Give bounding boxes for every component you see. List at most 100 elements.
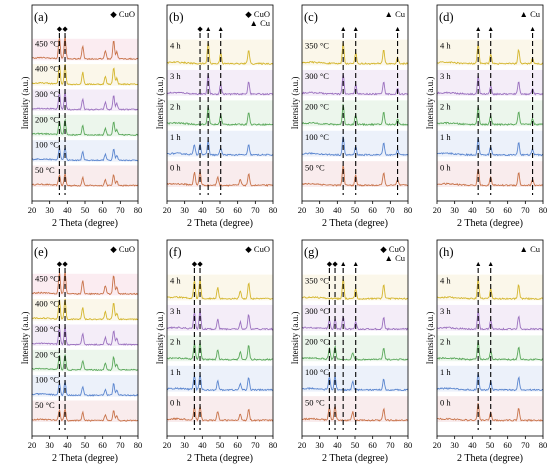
series-label: 200 °C xyxy=(305,101,329,111)
x-tick-label: 80 xyxy=(404,205,413,215)
xrd-trace xyxy=(301,344,408,361)
x-tick-label: 40 xyxy=(333,440,342,450)
series-label: 100 °C xyxy=(35,140,59,150)
trace-band xyxy=(167,274,273,301)
peak-marker: ▲ xyxy=(475,260,482,268)
series-label: 300 °C xyxy=(35,89,59,99)
xrd-trace xyxy=(166,169,274,187)
legend-entry: ▲ Cu xyxy=(385,253,406,263)
peak-marker: ▲ xyxy=(217,25,224,33)
x-tick-label: 70 xyxy=(386,440,395,450)
xrd-trace xyxy=(436,106,544,127)
series-label: 4 h xyxy=(440,41,451,51)
x-tick-label: 30 xyxy=(315,205,324,215)
panel-label: (d) xyxy=(439,10,454,24)
xrd-trace xyxy=(301,41,409,66)
x-tick-label: 20 xyxy=(433,205,442,215)
x-tick-label: 70 xyxy=(521,205,530,215)
series-label: 200 °C xyxy=(35,114,59,124)
x-tick-label: 60 xyxy=(503,205,512,215)
series-label: 1 h xyxy=(170,132,181,142)
trace-band xyxy=(167,161,273,187)
xrd-trace xyxy=(301,315,409,331)
trace-band xyxy=(302,365,408,392)
series-label: 350 °C xyxy=(305,276,329,286)
x-tick-label: 50 xyxy=(216,440,225,450)
panel-label: (c) xyxy=(304,10,318,24)
x-tick-label: 20 xyxy=(163,440,172,450)
x-tick-label: 30 xyxy=(45,440,54,450)
xrd-trace xyxy=(31,173,139,187)
x-axis-label: 2 Theta (degree) xyxy=(457,453,523,464)
legend-entry: ◆ CuO xyxy=(110,9,135,19)
series-label: 50 °C xyxy=(35,165,55,175)
series-label: 50 °C xyxy=(35,400,55,410)
series-label: 1 h xyxy=(170,367,181,377)
trace-band xyxy=(167,130,273,157)
xrd-trace xyxy=(166,140,274,157)
series-label: 2 h xyxy=(440,101,451,111)
xrd-trace xyxy=(31,118,139,137)
x-tick-label: 40 xyxy=(468,440,477,450)
peak-marker: ▲ xyxy=(475,25,482,33)
xrd-trace xyxy=(32,36,139,61)
series-label: 2 h xyxy=(170,101,181,111)
peak-marker: ◆ xyxy=(197,25,203,33)
peak-marker: ◆ xyxy=(62,260,68,268)
series-label: 200 °C xyxy=(35,349,59,359)
x-tick-label: 30 xyxy=(180,440,189,450)
trace-band xyxy=(302,304,408,331)
trace-band xyxy=(302,39,408,66)
xrd-trace xyxy=(437,43,544,66)
x-tick-label: 50 xyxy=(486,205,495,215)
xrd-trace xyxy=(436,402,544,422)
xrd-trace xyxy=(31,354,139,372)
x-tick-label: 50 xyxy=(351,205,360,215)
y-axis-label: Intensity (a.u.) xyxy=(425,77,435,130)
x-tick-label: 40 xyxy=(333,205,342,215)
panel-f: 0 h 1 h 2 h 3 h 4 h ◆ ◆ (f) ◆ CuO 20 30 40 50 60 70 80 2… xyxy=(155,239,277,464)
series-label: 1 h xyxy=(440,367,451,377)
x-tick-label: 30 xyxy=(450,440,459,450)
series-label: 300 °C xyxy=(305,71,329,81)
trace-band xyxy=(437,100,543,127)
trace-band xyxy=(302,396,408,422)
x-tick-label: 20 xyxy=(28,440,37,450)
panel-d: 0 h 1 h 2 h 3 h 4 h ▲ ▲ ▲ (d) ▲ Cu 20 30 40 50 60 70 80 2… xyxy=(425,4,547,229)
xrd-trace xyxy=(301,104,409,127)
series-label: 4 h xyxy=(170,276,181,286)
series-label: 350 °C xyxy=(305,41,329,51)
trace-band xyxy=(167,69,273,96)
series-label: 3 h xyxy=(170,71,181,81)
peak-marker: ◆ xyxy=(197,260,203,268)
peak-marker: ◆ xyxy=(57,25,63,33)
xrd-trace xyxy=(31,298,139,321)
x-tick-label: 60 xyxy=(503,440,512,450)
series-label: 50 °C xyxy=(305,162,325,172)
trace-band xyxy=(32,165,138,187)
x-tick-label: 60 xyxy=(233,440,242,450)
series-label: 200 °C xyxy=(305,336,329,346)
x-tick-label: 60 xyxy=(368,440,377,450)
xrd-trace xyxy=(301,374,409,392)
y-axis-label: Intensity (a.u.) xyxy=(20,77,30,130)
y-axis-label: Intensity (a.u.) xyxy=(290,312,300,365)
x-axis-label: 2 Theta (degree) xyxy=(322,218,388,229)
x-tick-label: 30 xyxy=(315,440,324,450)
trace-band xyxy=(32,324,138,346)
x-tick-label: 50 xyxy=(81,205,90,215)
xrd-trace xyxy=(31,271,139,296)
series-label: 100 °C xyxy=(305,132,329,142)
x-tick-label: 70 xyxy=(116,440,125,450)
trace-band xyxy=(302,100,408,127)
x-tick-label: 20 xyxy=(163,205,172,215)
peak-marker: ▲ xyxy=(394,25,401,33)
legend-entry: ◆ CuO xyxy=(245,244,270,254)
x-tick-label: 20 xyxy=(433,440,442,450)
trace-band xyxy=(437,335,543,362)
xrd-trace xyxy=(31,63,139,86)
xrd-trace xyxy=(166,73,274,96)
xrd-trace xyxy=(436,340,543,361)
